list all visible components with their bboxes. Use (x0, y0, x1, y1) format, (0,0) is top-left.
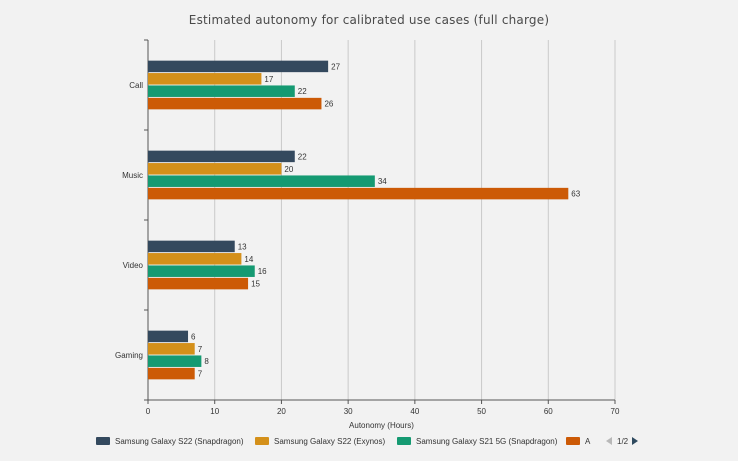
legend-label: Samsung Galaxy S22 (Snapdragon) (115, 436, 244, 446)
category-label-gaming: Gaming (115, 351, 143, 360)
legend-swatch (566, 437, 580, 445)
bar-music-series-4[interactable] (148, 187, 569, 200)
data-label: 22 (298, 87, 307, 96)
data-label: 34 (378, 177, 387, 186)
x-tick-label: 10 (210, 407, 219, 416)
bar-video-series-3[interactable] (148, 265, 255, 277)
x-tick-label: 40 (410, 407, 419, 416)
data-label: 17 (264, 75, 273, 84)
legend-label: Samsung Galaxy S21 5G (Snapdragon) (416, 436, 558, 446)
data-label: 22 (298, 152, 307, 161)
category-label-music: Music (122, 171, 143, 180)
triangle-left-icon[interactable] (606, 437, 612, 445)
data-label: 16 (258, 267, 267, 276)
legend-swatch (397, 437, 411, 445)
x-tick-label: 70 (611, 407, 620, 416)
data-label: 14 (244, 255, 253, 264)
category-label-video: Video (123, 261, 144, 270)
data-label: 20 (284, 165, 293, 174)
data-label: 15 (251, 280, 260, 289)
legend: Samsung Galaxy S22 (Snapdragon) Samsung G… (0, 434, 738, 450)
data-label: 27 (331, 62, 340, 71)
bar-video-series-4[interactable] (148, 277, 249, 290)
x-axis-title: Autonomy (Hours) (349, 421, 414, 430)
x-tick-label: 0 (146, 407, 151, 416)
x-tick-label: 20 (277, 407, 286, 416)
legend-swatch (96, 437, 110, 445)
bar-video-series-1[interactable] (148, 240, 235, 253)
data-label: 13 (238, 242, 247, 251)
x-tick-label: 30 (344, 407, 353, 416)
x-tick-label: 60 (544, 407, 553, 416)
legend-label: Samsung Galaxy S22 (Exynos) (274, 436, 386, 446)
data-label: 63 (571, 190, 580, 199)
legend-label: A (585, 436, 591, 446)
legend-page-indicator: 1/2 (617, 436, 629, 446)
bar-gaming-series-2[interactable] (148, 343, 195, 355)
chart-title: Estimated autonomy for calibrated use ca… (188, 13, 550, 27)
legend-item-series-3[interactable]: Samsung Galaxy S21 5G (Snapdragon) (397, 434, 557, 448)
triangle-right-icon[interactable] (632, 437, 639, 445)
bar-call-series-4[interactable] (148, 97, 322, 110)
bar-call-series-2[interactable] (148, 73, 262, 85)
gridlines (214, 40, 616, 400)
legend-pager: 1/2 (606, 434, 639, 448)
legend-item-series-2[interactable]: Samsung Galaxy S22 (Exynos) (255, 434, 385, 448)
x-tick-label: 50 (477, 407, 486, 416)
data-label: 8 (204, 357, 209, 366)
bar-call-series-3[interactable] (148, 85, 295, 97)
data-label: 7 (198, 370, 203, 379)
bar-gaming-series-3[interactable] (148, 355, 202, 367)
data-label: 26 (324, 100, 333, 109)
legend-item-series-4[interactable]: A (566, 434, 590, 448)
data-label: 7 (198, 345, 203, 354)
bar-gaming-series-4[interactable] (148, 367, 195, 380)
bar-music-series-1[interactable] (148, 150, 295, 163)
legend-item-series-1[interactable]: Samsung Galaxy S22 (Snapdragon) (96, 434, 244, 448)
bar-call-series-1[interactable] (148, 60, 329, 73)
bar-music-series-3[interactable] (148, 175, 375, 187)
bar-gaming-series-1[interactable] (148, 330, 189, 343)
bars (148, 60, 569, 380)
bar-music-series-2[interactable] (148, 163, 282, 175)
bar-video-series-2[interactable] (148, 253, 242, 265)
data-label: 6 (191, 332, 196, 341)
legend-swatch (255, 437, 269, 445)
category-label-call: Call (129, 81, 143, 90)
